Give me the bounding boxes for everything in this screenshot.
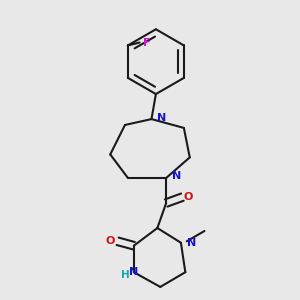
- Text: N: N: [157, 112, 167, 123]
- Text: N: N: [187, 238, 196, 248]
- Text: O: O: [106, 236, 115, 246]
- Text: N: N: [129, 267, 138, 277]
- Text: N: N: [172, 172, 181, 182]
- Text: O: O: [184, 192, 193, 202]
- Text: H: H: [121, 270, 129, 280]
- Text: F: F: [143, 38, 151, 47]
